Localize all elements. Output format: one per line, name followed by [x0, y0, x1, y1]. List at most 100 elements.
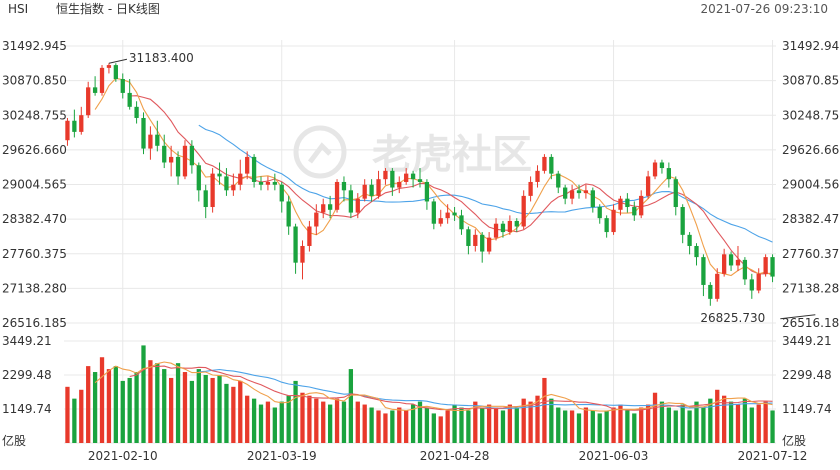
price-tick-right: 27138.280 [782, 281, 840, 295]
volume-bar-down [431, 413, 436, 443]
volume-bar-down [514, 407, 519, 443]
volume-bar-up [210, 377, 215, 443]
volume-bar-down [327, 404, 333, 443]
volume-bar-down [500, 410, 506, 443]
candle-down [597, 207, 602, 219]
candle-down [708, 284, 713, 299]
volume-bar-up [245, 395, 250, 443]
candle-up [314, 212, 319, 227]
candle-down [72, 120, 77, 132]
candle-down [327, 204, 333, 210]
volume-bar-down [459, 407, 464, 443]
volume-bar-down [708, 398, 713, 443]
candle-up [79, 115, 84, 132]
candle-down [604, 218, 609, 233]
volume-bar-up [445, 410, 450, 443]
volume-tick-left: 2299.48 [2, 368, 52, 382]
volume-bar-down [563, 410, 568, 443]
volume-bar-down [749, 407, 754, 443]
chart-title: 恒生指数 - 日K线图 [56, 2, 160, 16]
candle-up [321, 204, 326, 213]
candle-down [258, 181, 264, 185]
candle-up [265, 181, 271, 185]
candle-up [507, 220, 513, 233]
candle-down [92, 87, 98, 93]
price-tick-left: 27138.280 [2, 281, 67, 295]
price-tick-left: 31492.945 [2, 39, 67, 53]
volume-bar-up [106, 369, 112, 443]
volume-bar-up [99, 357, 105, 443]
volume-bar-up [376, 410, 381, 443]
candle-down [563, 187, 568, 199]
candle-up [404, 173, 409, 182]
candle-down [410, 173, 416, 180]
candle-down [694, 245, 699, 258]
candle-down [514, 220, 519, 227]
candle-down [286, 201, 291, 227]
candle-up [486, 237, 492, 252]
candle-down [625, 198, 630, 208]
candle-down [113, 65, 118, 80]
volume-bars [65, 345, 775, 443]
volume-ma10-line [129, 365, 773, 411]
volume-bar-down [189, 380, 195, 443]
volume-bar-down [196, 369, 201, 443]
price-ma5-line [94, 77, 773, 277]
candle-down [224, 176, 229, 191]
candle-up [238, 173, 243, 185]
volume-bar-down [134, 372, 139, 443]
high-low-annotations: 31183.400 26825.730 [108, 51, 816, 325]
volume-bar-down [203, 374, 208, 443]
volume-bar-up [182, 372, 188, 443]
volume-bar-down [590, 410, 595, 443]
volume-bar-down [113, 366, 118, 443]
candle-up [611, 209, 616, 233]
price-tick-left: 27760.375 [2, 247, 67, 261]
candle-up [438, 218, 443, 224]
candle-down [120, 79, 125, 93]
candle-down [749, 279, 754, 291]
volume-tick-left: 1149.74 [2, 402, 52, 416]
candle-down [500, 223, 506, 233]
volume-bar-down [224, 383, 229, 443]
candle-down [217, 173, 222, 177]
watermark-logo [293, 125, 347, 179]
volume-bar-up [383, 413, 388, 443]
volume-bar-down [155, 363, 160, 443]
volume-bar-down [480, 407, 485, 443]
candle-down [341, 181, 347, 191]
volume-bar-up [521, 398, 526, 443]
volume-bar-up [735, 404, 741, 443]
volume-bar-down [341, 401, 347, 443]
candle-down [155, 134, 160, 146]
symbol-label: HSI [8, 2, 29, 16]
candle-down [480, 234, 485, 252]
candle-up [735, 259, 741, 266]
candle-up [493, 223, 499, 238]
candle-up [355, 198, 360, 213]
candle-up [245, 156, 250, 174]
candle-down [576, 190, 582, 194]
candle-down [203, 190, 208, 208]
date-tick: 2021-03-19 [247, 449, 317, 463]
candle-down [770, 257, 775, 277]
volume-bar-up [528, 401, 533, 443]
volume-bar-up [86, 366, 91, 443]
candle-down [431, 201, 436, 224]
price-tick-left: 30870.850 [2, 74, 67, 88]
volume-bar-up [307, 395, 312, 443]
volume-bar-up [493, 407, 499, 443]
volume-bar-down [279, 401, 284, 443]
candle-up [618, 198, 623, 210]
volume-bar-down [742, 398, 748, 443]
volume-bar-up [397, 407, 402, 443]
volume-bar-up [300, 392, 305, 443]
volume-tick-right: 2299.48 [782, 368, 832, 382]
volume-bar-up [169, 377, 174, 443]
volume-bar-down [701, 407, 706, 443]
candle-down [424, 181, 430, 202]
price-tick-right: 29004.565 [782, 178, 840, 192]
axis-labels: 31492.945 31492.945 30870.850 30870.850 3024… [2, 39, 840, 463]
volume-bar-down [666, 407, 671, 443]
